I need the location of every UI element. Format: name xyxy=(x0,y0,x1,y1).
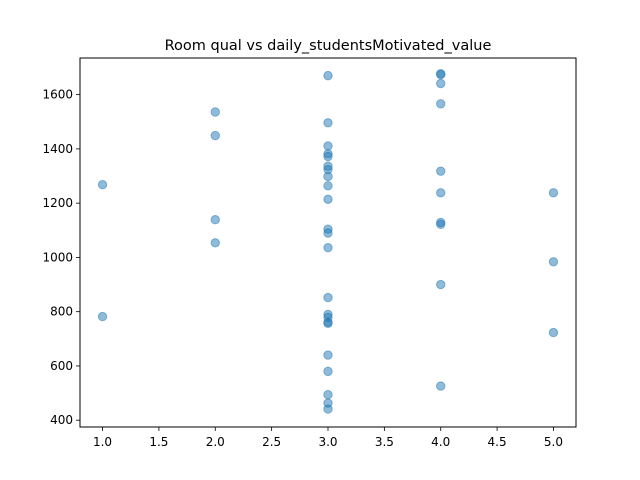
data-point xyxy=(323,228,333,238)
data-point xyxy=(210,130,220,141)
y-tick-label: 1000 xyxy=(42,250,73,264)
data-point xyxy=(436,69,446,80)
data-point xyxy=(548,327,559,338)
x-axis-ticks: 1.0 1.5 2.0 2.5 3.0 3.5 4.0 4.5 5.0 xyxy=(93,427,563,449)
data-point xyxy=(323,118,333,128)
x-tick-label: 4.0 xyxy=(431,435,450,449)
data-point xyxy=(436,279,446,290)
data-point xyxy=(323,194,333,205)
y-tick-label: 800 xyxy=(50,305,73,319)
data-point xyxy=(436,99,446,109)
x-tick-label: 1.0 xyxy=(93,435,112,449)
y-tick-label: 1200 xyxy=(42,196,73,210)
data-point xyxy=(548,257,559,267)
data-point xyxy=(436,219,446,230)
data-point xyxy=(436,78,446,89)
data-point xyxy=(436,381,446,391)
data-point xyxy=(323,242,333,253)
data-point xyxy=(323,318,333,329)
data-point xyxy=(323,181,333,191)
data-point xyxy=(323,70,333,81)
x-tick-label: 2.5 xyxy=(262,435,281,449)
x-tick-label: 4.5 xyxy=(488,435,507,449)
data-point xyxy=(97,180,108,190)
y-axis-ticks: 400 600 800 1000 1200 1400 1600 xyxy=(42,88,80,427)
chart-title: Room qual vs daily_studentsMotivated_val… xyxy=(165,38,492,54)
data-point xyxy=(436,188,446,198)
data-point xyxy=(323,292,333,303)
data-point xyxy=(323,366,333,377)
data-point xyxy=(323,404,333,414)
y-tick-label: 400 xyxy=(50,413,73,427)
points-layer xyxy=(97,69,559,414)
plot-frame xyxy=(79,57,577,428)
x-tick-label: 3.5 xyxy=(375,435,394,449)
data-point xyxy=(323,390,333,400)
x-tick-label: 1.5 xyxy=(149,435,168,449)
data-point xyxy=(323,350,333,360)
data-point xyxy=(210,107,220,117)
data-point xyxy=(548,188,559,198)
data-point xyxy=(210,238,220,248)
data-point xyxy=(97,311,108,322)
y-tick-label: 1600 xyxy=(42,88,73,102)
y-tick-label: 600 xyxy=(50,359,73,373)
x-tick-label: 3.0 xyxy=(318,435,337,449)
data-point xyxy=(323,141,333,151)
data-point xyxy=(323,151,333,162)
x-tick-label: 5.0 xyxy=(544,435,563,449)
data-point xyxy=(323,171,333,182)
data-point xyxy=(436,166,446,176)
x-tick-label: 2.0 xyxy=(206,435,225,449)
y-tick-label: 1400 xyxy=(42,142,73,156)
data-point xyxy=(210,215,220,225)
